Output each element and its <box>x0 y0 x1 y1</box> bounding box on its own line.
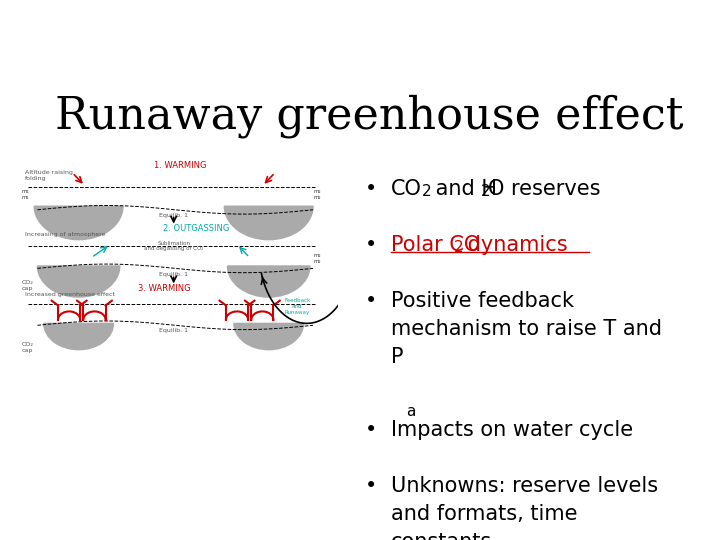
Text: Unknowns: reserve levels
and formats, time
constants: Unknowns: reserve levels and formats, ti… <box>392 476 659 540</box>
Text: Equilib. 1: Equilib. 1 <box>159 272 188 276</box>
Text: Impacts on water cycle: Impacts on water cycle <box>392 420 634 440</box>
Text: 2: 2 <box>422 184 431 199</box>
Text: •: • <box>365 292 377 312</box>
Text: Increased greenhouse effect: Increased greenhouse effect <box>24 292 114 297</box>
Text: •: • <box>365 235 377 255</box>
Text: Runaway greenhouse effect: Runaway greenhouse effect <box>55 94 683 138</box>
Text: Altitude raising
folding: Altitude raising folding <box>24 170 73 181</box>
Text: 2: 2 <box>481 184 490 199</box>
Text: m₁
m₁: m₁ m₁ <box>22 189 30 200</box>
Text: Feedback
and
Runaway: Feedback and Runaway <box>284 298 310 315</box>
Text: 1. WARMING: 1. WARMING <box>154 161 206 170</box>
Text: Increasing of atmosphere: Increasing of atmosphere <box>24 232 105 237</box>
Text: •: • <box>365 420 377 440</box>
Text: CO₂
cap: CO₂ cap <box>22 280 33 291</box>
Text: CO₂
cap: CO₂ cap <box>22 342 33 353</box>
Text: dynamics: dynamics <box>461 235 567 255</box>
Text: m₂
m₂: m₂ m₂ <box>313 253 320 264</box>
Text: m₂
m₂: m₂ m₂ <box>313 189 320 200</box>
Wedge shape <box>44 323 114 350</box>
Wedge shape <box>35 206 123 240</box>
Text: 2. OUTGASSING: 2. OUTGASSING <box>163 224 229 233</box>
Text: O reserves: O reserves <box>488 179 600 199</box>
Text: and H: and H <box>429 179 498 199</box>
Wedge shape <box>234 323 304 350</box>
Text: •: • <box>365 179 377 199</box>
Text: •: • <box>365 476 377 496</box>
Wedge shape <box>37 266 120 297</box>
Text: 2: 2 <box>454 240 464 255</box>
Text: a: a <box>406 404 415 418</box>
Text: Equilib. 1: Equilib. 1 <box>159 213 188 218</box>
Wedge shape <box>228 266 310 297</box>
Wedge shape <box>225 206 313 240</box>
Text: Sublimation
and degassing of CO₂: Sublimation and degassing of CO₂ <box>144 241 203 252</box>
Text: CO: CO <box>392 179 422 199</box>
Text: Equilib. 1: Equilib. 1 <box>159 328 188 334</box>
Text: Polar CO: Polar CO <box>392 235 480 255</box>
Text: Positive feedback
mechanism to raise T and
P: Positive feedback mechanism to raise T a… <box>392 292 662 367</box>
Text: 3. WARMING: 3. WARMING <box>138 284 191 293</box>
